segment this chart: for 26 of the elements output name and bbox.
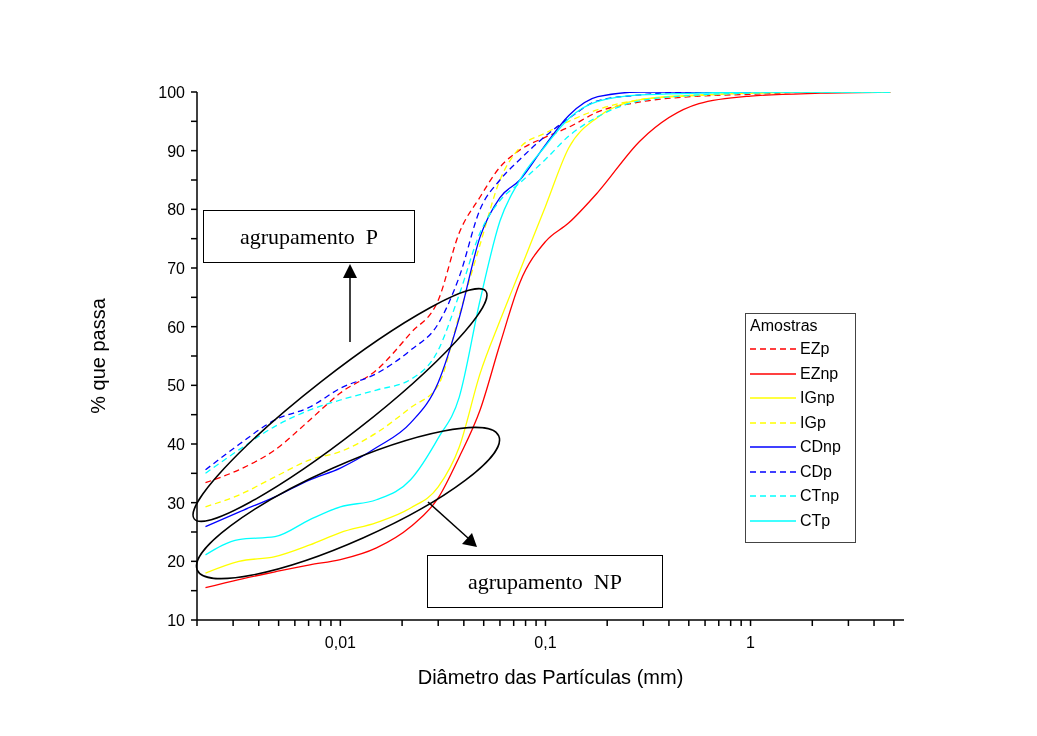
x-axis-title: Diâmetro das Partículas (mm): [417, 666, 684, 688]
y-tick-label: 30: [167, 494, 186, 512]
legend-label: CDnp: [800, 438, 841, 457]
y-axis-title: % que passa: [87, 297, 110, 414]
x-tick-label: 1: [746, 634, 756, 651]
y-tick-label: 40: [167, 436, 186, 453]
legend-label: IGp: [800, 413, 826, 432]
y-tick-label: 100: [158, 84, 186, 101]
y-tick-label: 10: [167, 612, 186, 629]
y-tick-label: 70: [167, 260, 186, 277]
x-tick-label: 0,1: [534, 634, 557, 651]
text-box: agrupamento P: [203, 210, 415, 263]
x-tick-label: 0,01: [324, 634, 357, 651]
y-tick-label: 20: [167, 553, 186, 571]
legend-title: Amostras: [750, 317, 819, 335]
legend-label: CDp: [800, 462, 833, 481]
legend-label: EZnp: [800, 364, 839, 383]
legend-label: CTnp: [800, 487, 840, 506]
y-tick-label: 50: [167, 377, 186, 395]
y-tick-label: 90: [167, 142, 186, 160]
text-box: agrupamento NP: [427, 555, 663, 608]
legend-label: IGnp: [800, 389, 835, 408]
legend-label: EZp: [800, 340, 830, 359]
y-tick-label: 60: [167, 318, 186, 336]
legend-label: CTp: [800, 511, 831, 530]
y-tick-label: 80: [167, 201, 186, 219]
